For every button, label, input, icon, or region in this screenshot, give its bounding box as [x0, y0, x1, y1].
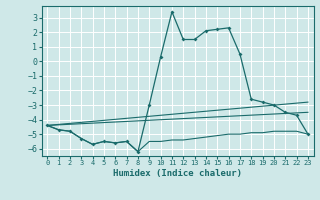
X-axis label: Humidex (Indice chaleur): Humidex (Indice chaleur)	[113, 169, 242, 178]
